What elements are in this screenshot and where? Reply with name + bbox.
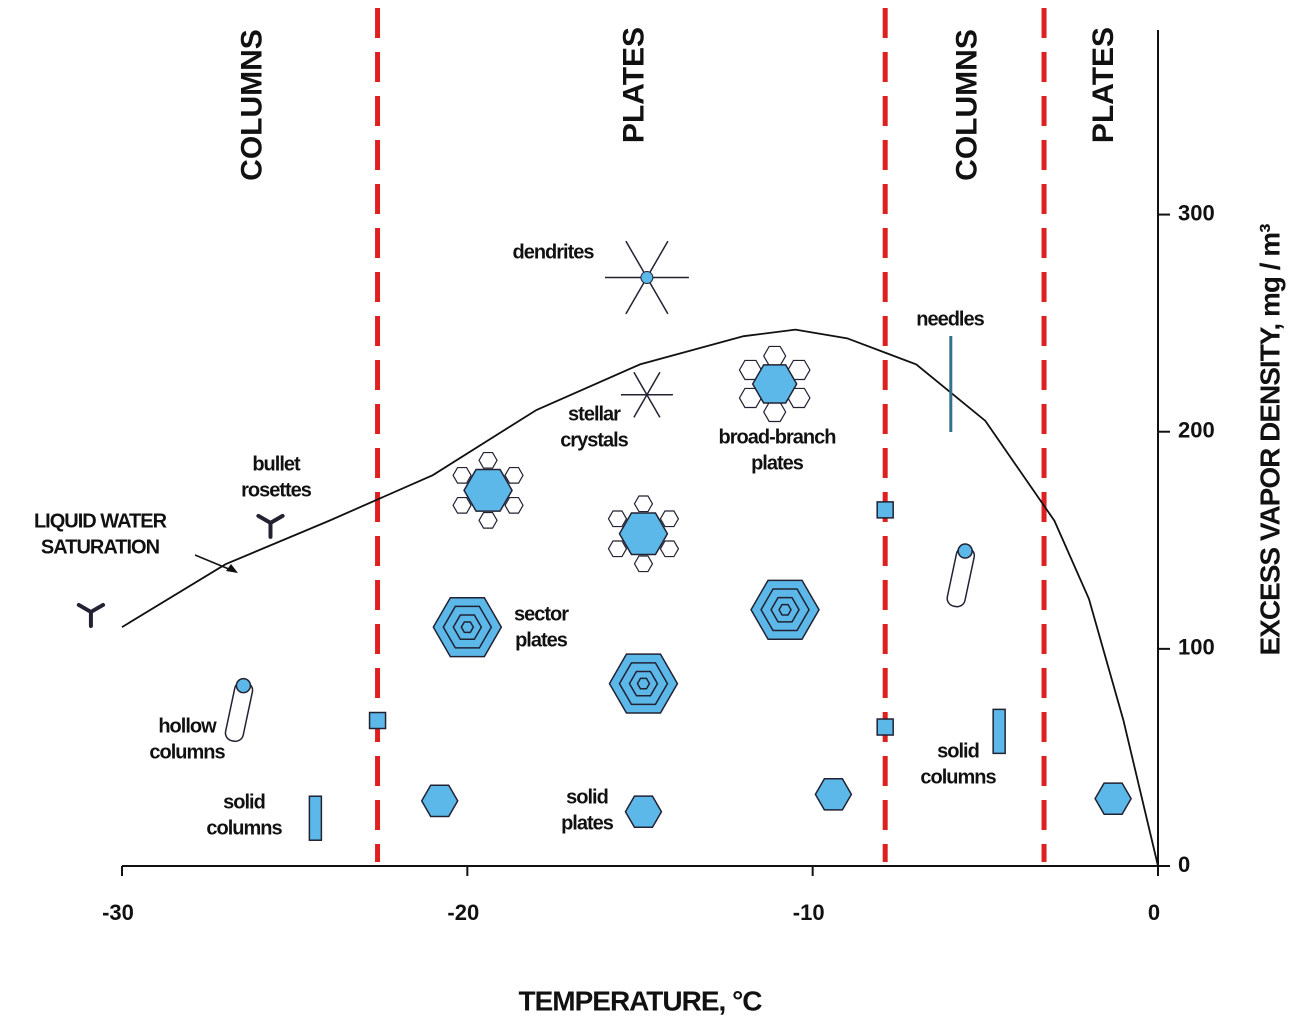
annotation: solid	[223, 791, 265, 813]
branch	[608, 511, 626, 527]
annotation-arrowhead	[226, 564, 238, 573]
hexagon	[815, 779, 851, 810]
crystal-marker	[946, 544, 976, 608]
x-tick-label: 0	[1148, 900, 1160, 925]
annotation: rosettes	[241, 479, 312, 501]
square	[877, 502, 893, 518]
crystal-marker	[815, 779, 851, 810]
branch	[479, 513, 497, 529]
x-tick-label: -10	[793, 900, 825, 925]
annotation: columns	[920, 766, 996, 788]
chart: TEMPERATURE, °C EXCESS VAPOR DENSITY, mg…	[0, 0, 1299, 1024]
branch	[453, 498, 471, 514]
annotation: hollow	[158, 715, 217, 737]
annotation: columns	[206, 817, 282, 839]
region-label: COLUMNS	[236, 29, 269, 181]
crystal-marker	[1095, 783, 1131, 814]
branch	[505, 498, 523, 514]
annotation: SATURATION	[41, 536, 160, 558]
branch	[660, 541, 678, 557]
annotation: solid	[566, 786, 608, 808]
crystal-marker	[422, 785, 458, 816]
x-axis-title: TEMPERATURE, °C	[518, 985, 762, 1016]
crystal-marker	[608, 496, 678, 572]
crystal-marker	[258, 516, 282, 537]
annotation: bullet	[252, 453, 301, 475]
hexagon	[1095, 783, 1131, 814]
branch	[479, 453, 497, 469]
annotation: solid	[937, 740, 979, 762]
branch	[505, 468, 523, 484]
crystal-marker	[453, 453, 523, 529]
crystal-marker	[877, 502, 893, 518]
crystal-marker	[309, 796, 321, 840]
crystal-marker	[605, 241, 689, 314]
crystal-marker	[625, 796, 661, 827]
crystal-marker	[993, 709, 1005, 753]
dendrite-core	[641, 272, 653, 284]
branch	[608, 541, 626, 557]
crystal-marker	[79, 605, 103, 626]
branch	[660, 511, 678, 527]
rosette-arm	[79, 605, 91, 612]
crystal-marker	[370, 713, 386, 729]
crystal-marker	[877, 719, 893, 735]
annotation: columns	[149, 741, 225, 763]
annotation: dendrites	[512, 241, 594, 263]
crystal-marker	[739, 346, 809, 421]
y-tick-label: 100	[1178, 635, 1215, 660]
branch	[634, 556, 652, 572]
annotation: sector	[514, 603, 569, 625]
rosette-arm	[258, 516, 270, 523]
branch	[634, 496, 652, 512]
annotation: plates	[561, 812, 614, 834]
crystal-marker	[224, 679, 254, 743]
y-tick-label: 300	[1178, 200, 1215, 225]
square	[877, 719, 893, 735]
branch	[764, 346, 786, 365]
annotation: LIQUID WATER	[34, 510, 168, 532]
sector-ring	[629, 671, 657, 695]
annotation: plates	[751, 452, 804, 474]
hexagon	[625, 796, 661, 827]
annotation: broad-branch	[719, 426, 836, 448]
crystal-marker	[433, 598, 501, 657]
saturation-curve	[122, 330, 1158, 866]
branch	[764, 402, 786, 421]
sector-ring	[771, 598, 799, 622]
column-end	[236, 679, 250, 693]
column	[993, 709, 1005, 753]
y-axis-title: EXCESS VAPOR DENSITY, mg / m³	[1254, 224, 1285, 656]
region-label: PLATES	[617, 27, 650, 143]
column-end	[958, 544, 972, 558]
annotation: needles	[916, 308, 984, 330]
crystal-marker	[751, 580, 819, 639]
rosette-arm	[270, 516, 282, 523]
annotation: crystals	[560, 429, 628, 451]
region-label: COLUMNS	[951, 29, 984, 181]
crystal-marker	[621, 372, 673, 417]
region-label: PLATES	[1087, 27, 1120, 143]
annotation: plates	[515, 629, 568, 651]
x-tick-label: -20	[447, 900, 479, 925]
x-tick-label: -30	[102, 900, 134, 925]
hexagon	[422, 785, 458, 816]
sector-ring	[453, 615, 481, 639]
branch	[453, 468, 471, 484]
y-tick-label: 0	[1178, 852, 1190, 877]
crystal-marker	[609, 654, 677, 713]
annotation: stellar	[568, 403, 621, 425]
column	[309, 796, 321, 840]
y-tick-label: 200	[1178, 418, 1215, 443]
square	[370, 713, 386, 729]
rosette-arm	[91, 605, 103, 612]
